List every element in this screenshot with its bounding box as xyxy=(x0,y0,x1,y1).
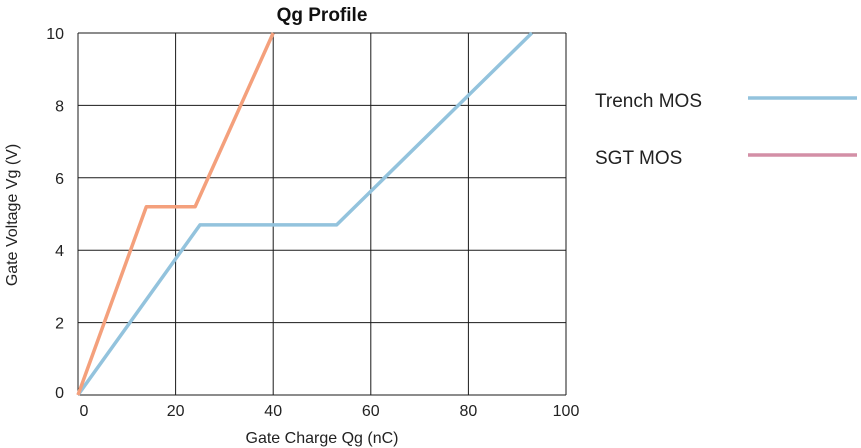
x-tick-label: 100 xyxy=(553,403,580,420)
series-lines xyxy=(76,31,534,397)
chart-title: Qg Profile xyxy=(277,5,368,26)
y-tick-label: 0 xyxy=(55,385,64,402)
x-axis-label: Gate Charge Qg (nC) xyxy=(246,430,399,447)
legend-label: Trench MOS xyxy=(595,91,702,112)
x-tick-label: 40 xyxy=(264,403,282,420)
y-tick-label: 8 xyxy=(55,98,64,115)
y-tick-labels: 0 2 4 6 8 10 xyxy=(46,26,64,402)
x-tick-label: 20 xyxy=(167,403,185,420)
y-axis-label: Gate Voltage Vg (V) xyxy=(4,144,21,286)
legend-label: SGT MOS xyxy=(595,148,682,169)
x-tick-label: 80 xyxy=(460,403,478,420)
x-tick-label: 0 xyxy=(80,403,89,420)
y-tick-label: 4 xyxy=(55,243,64,260)
y-tick-label: 6 xyxy=(55,171,64,188)
y-tick-label: 2 xyxy=(55,316,64,333)
y-tick-label: 10 xyxy=(46,26,64,43)
x-tick-label: 60 xyxy=(362,403,380,420)
grid xyxy=(77,32,567,396)
series-line xyxy=(76,31,534,397)
x-tick-labels: 0 20 40 60 80 100 xyxy=(80,403,580,420)
legend: Trench MOS SGT MOS xyxy=(595,91,857,169)
series-line xyxy=(76,32,275,396)
